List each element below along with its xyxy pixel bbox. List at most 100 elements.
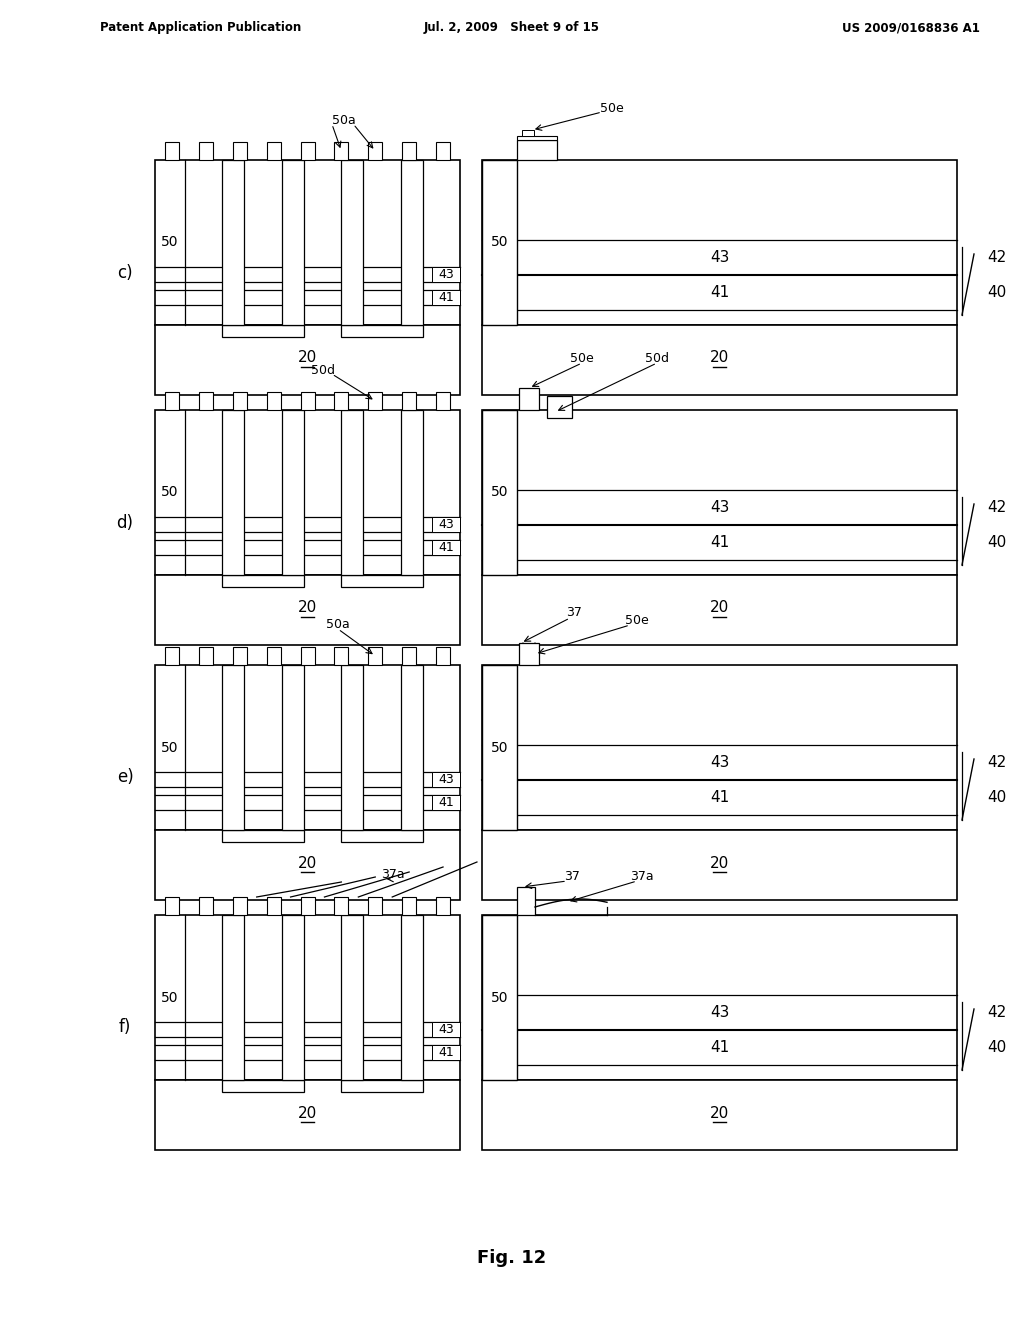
Bar bbox=[402, 898, 416, 915]
Text: 20: 20 bbox=[298, 855, 317, 870]
Bar bbox=[400, 665, 423, 830]
Bar bbox=[155, 576, 460, 645]
Text: e): e) bbox=[117, 768, 133, 787]
Bar bbox=[300, 898, 314, 915]
Bar bbox=[232, 143, 247, 160]
Bar bbox=[341, 665, 364, 830]
Text: 42: 42 bbox=[987, 249, 1007, 265]
Bar bbox=[341, 576, 423, 587]
Text: 43: 43 bbox=[438, 774, 454, 785]
Bar bbox=[232, 392, 247, 411]
Bar bbox=[300, 143, 314, 160]
Bar bbox=[282, 665, 304, 830]
Text: 40: 40 bbox=[987, 285, 1007, 300]
Bar bbox=[199, 143, 213, 160]
Bar bbox=[341, 325, 423, 337]
Bar bbox=[282, 915, 304, 1080]
Bar bbox=[341, 411, 364, 576]
Bar bbox=[266, 898, 281, 915]
Bar bbox=[517, 136, 557, 140]
Bar bbox=[432, 267, 460, 282]
Text: 40: 40 bbox=[987, 1040, 1007, 1055]
Bar bbox=[155, 665, 460, 830]
Bar bbox=[482, 665, 957, 830]
Text: 43: 43 bbox=[710, 500, 729, 515]
Bar bbox=[266, 392, 281, 411]
Bar bbox=[400, 411, 423, 576]
Text: c): c) bbox=[117, 264, 133, 281]
Text: 20: 20 bbox=[710, 1106, 729, 1121]
Bar bbox=[222, 915, 245, 1080]
Bar bbox=[335, 647, 348, 665]
Text: 43: 43 bbox=[438, 517, 454, 531]
Bar bbox=[335, 392, 348, 411]
Text: 43: 43 bbox=[438, 1023, 454, 1036]
Text: 50e: 50e bbox=[600, 102, 624, 115]
Bar bbox=[522, 129, 534, 136]
Bar bbox=[199, 392, 213, 411]
Bar bbox=[482, 411, 957, 576]
Bar bbox=[300, 392, 314, 411]
Bar bbox=[300, 647, 314, 665]
Bar bbox=[482, 830, 957, 900]
Bar bbox=[222, 325, 304, 337]
Text: 42: 42 bbox=[987, 500, 1007, 515]
Bar bbox=[341, 915, 364, 1080]
Bar bbox=[155, 830, 460, 900]
Text: 50e: 50e bbox=[625, 615, 649, 627]
Bar bbox=[400, 915, 423, 1080]
Bar bbox=[232, 647, 247, 665]
Text: 50a: 50a bbox=[332, 114, 356, 127]
Text: 37: 37 bbox=[566, 606, 582, 619]
Text: 43: 43 bbox=[710, 249, 729, 265]
Bar bbox=[199, 898, 213, 915]
Text: 41: 41 bbox=[438, 1045, 454, 1059]
Text: 50: 50 bbox=[490, 235, 508, 249]
Bar bbox=[165, 898, 179, 915]
Bar bbox=[432, 1045, 460, 1060]
Text: Fig. 12: Fig. 12 bbox=[477, 1249, 547, 1267]
Bar bbox=[432, 795, 460, 810]
Text: 20: 20 bbox=[298, 601, 317, 615]
Bar bbox=[155, 411, 460, 576]
Text: 50: 50 bbox=[161, 741, 179, 755]
Bar bbox=[199, 647, 213, 665]
Bar bbox=[432, 540, 460, 554]
Text: 43: 43 bbox=[710, 1005, 729, 1020]
Bar bbox=[369, 647, 382, 665]
Bar bbox=[482, 411, 517, 576]
Bar bbox=[232, 898, 247, 915]
Bar bbox=[222, 665, 245, 830]
Text: 41: 41 bbox=[438, 290, 454, 304]
Bar bbox=[519, 388, 539, 411]
Text: 37a: 37a bbox=[381, 869, 404, 882]
Text: Jul. 2, 2009   Sheet 9 of 15: Jul. 2, 2009 Sheet 9 of 15 bbox=[424, 21, 600, 34]
Text: 43: 43 bbox=[710, 755, 729, 770]
Text: 20: 20 bbox=[710, 351, 729, 366]
Text: 41: 41 bbox=[710, 789, 729, 805]
Bar bbox=[436, 143, 451, 160]
Bar bbox=[432, 772, 460, 787]
Text: 41: 41 bbox=[438, 796, 454, 809]
Bar bbox=[266, 647, 281, 665]
Bar bbox=[369, 898, 382, 915]
Bar bbox=[517, 887, 535, 915]
Text: 41: 41 bbox=[710, 535, 729, 550]
Bar bbox=[155, 325, 460, 395]
Bar bbox=[341, 830, 423, 842]
Text: 50: 50 bbox=[490, 486, 508, 499]
Bar bbox=[436, 647, 451, 665]
Bar bbox=[335, 143, 348, 160]
Bar bbox=[482, 325, 957, 395]
Bar bbox=[165, 647, 179, 665]
Bar bbox=[165, 143, 179, 160]
Text: 40: 40 bbox=[987, 535, 1007, 550]
Bar bbox=[165, 392, 179, 411]
Text: 41: 41 bbox=[438, 541, 454, 554]
Bar bbox=[436, 392, 451, 411]
Text: 50a: 50a bbox=[326, 619, 350, 631]
Bar bbox=[222, 830, 304, 842]
Text: 50: 50 bbox=[161, 486, 179, 499]
Bar bbox=[432, 517, 460, 532]
Text: 20: 20 bbox=[710, 601, 729, 615]
